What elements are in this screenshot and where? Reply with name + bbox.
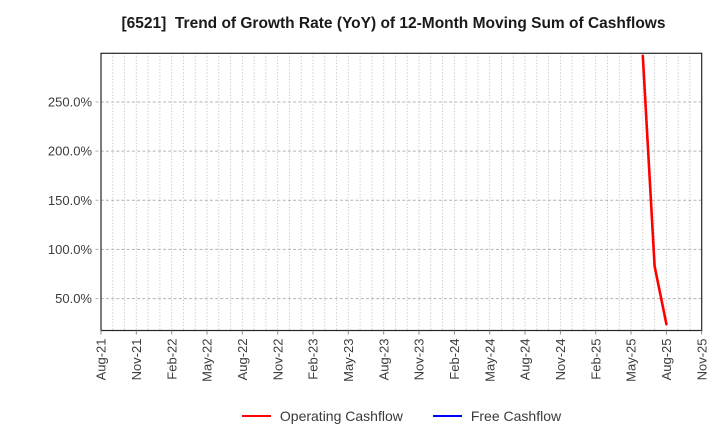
legend-item-free-cashflow: Free Cashflow (432, 408, 562, 424)
x-axis-tick-label: May-22 (200, 339, 215, 382)
chart-legend: Operating Cashflow Free Cashflow (101, 404, 702, 428)
x-axis-tick-label: Nov-22 (270, 339, 285, 381)
y-axis-tick-label: 150.0% (48, 193, 93, 208)
chart-title: [6521] Trend of Growth Rate (YoY) of 12-… (121, 15, 666, 32)
x-axis-tick-label: Nov-25 (694, 339, 709, 381)
x-axis-tick-label: Feb-24 (447, 339, 462, 380)
x-axis-tick-label: Aug-23 (376, 339, 391, 381)
x-axis-tick-label: May-25 (624, 339, 639, 382)
x-axis-tick-label: Aug-24 (518, 339, 533, 381)
operating-cashflow-line-icon (241, 415, 271, 417)
x-axis-tick-label: Aug-22 (235, 339, 250, 381)
x-axis-tick-label: Nov-24 (553, 339, 568, 381)
legend-item-operating-cashflow: Operating Cashflow (241, 408, 403, 424)
legend-label-free-cashflow: Free Cashflow (470, 408, 562, 424)
y-axis-tick-label: 100.0% (48, 242, 93, 257)
legend-label-operating-cashflow: Operating Cashflow (279, 408, 403, 424)
x-axis-tick-label: Nov-21 (129, 339, 144, 381)
x-axis-tick-label: Feb-25 (588, 339, 603, 380)
operating-cashflow-line (641, 54, 668, 326)
x-axis-tick-label: May-23 (341, 339, 356, 382)
y-axis-tick-label: 200.0% (48, 144, 93, 159)
x-axis-tick-label: Aug-21 (94, 339, 109, 381)
x-axis-tick-label: Feb-23 (306, 339, 321, 380)
x-axis-tick-label: Feb-22 (164, 339, 179, 380)
chart-plot-area: 50.0% 100.0% 150.0% 200.0% 250.0% Aug-21 Nov-2… (48, 52, 709, 382)
plot-border (100, 52, 703, 332)
y-axis-tick-label: 50.0% (55, 291, 92, 306)
x-axis-tick-label: May-24 (482, 339, 497, 382)
y-axis-tick-label: 250.0% (48, 95, 93, 110)
x-axis-tick-label: Aug-25 (659, 339, 674, 381)
free-cashflow-line-icon (432, 415, 462, 417)
x-axis-tick-label: Nov-23 (412, 339, 427, 381)
